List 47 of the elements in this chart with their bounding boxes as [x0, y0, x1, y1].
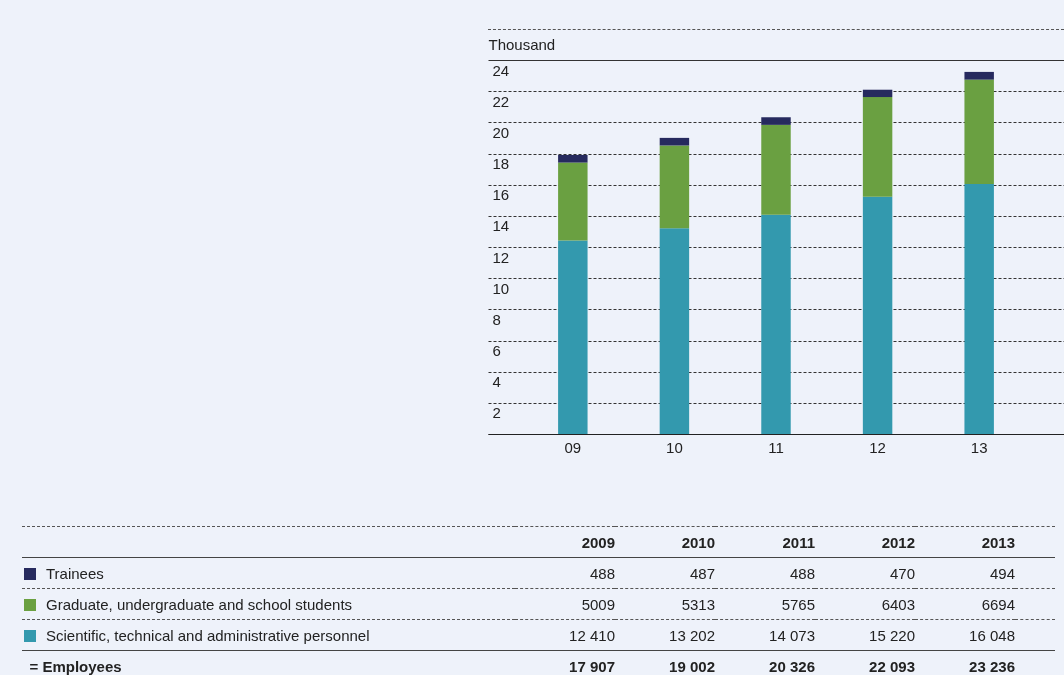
text: 488: [715, 557, 815, 589]
text: 19 002: [615, 650, 715, 675]
text: 488: [515, 557, 615, 589]
y-tick-label: 2: [492, 404, 501, 422]
y-tick-label: 4: [492, 373, 501, 391]
x-tick-label: 10: [666, 438, 683, 456]
y-axis-title: Thousand: [488, 35, 556, 53]
y-tick-label: 12: [492, 248, 510, 266]
text: 2009: [515, 526, 615, 558]
y-tick-label: 20: [492, 123, 510, 141]
text: 494: [915, 557, 1015, 589]
text: 23 236: [915, 650, 1015, 675]
text: 470: [815, 557, 915, 589]
text: = Employees: [22, 650, 515, 675]
y-tick-label: 16: [492, 186, 510, 204]
text: 13 202: [615, 619, 715, 651]
text: 2012: [815, 526, 915, 558]
text: 22 093: [815, 650, 915, 675]
text: 17 907: [515, 650, 615, 675]
y-tick-label: 24: [492, 61, 510, 79]
x-tick-label: 13: [970, 438, 988, 456]
legend-label: Graduate, undergraduate and school students: [45, 595, 353, 613]
text: 5765: [715, 588, 815, 620]
x-tick-label: 09: [564, 438, 582, 456]
y-tick-label: 22: [492, 92, 510, 110]
y-tick-label: 8: [492, 310, 501, 328]
y-tick-label: 14: [492, 217, 510, 235]
text: 5009: [515, 588, 615, 620]
text: 6403: [815, 588, 915, 620]
text: 487: [615, 557, 715, 589]
text: 5313: [615, 588, 715, 620]
text: 2010: [615, 526, 715, 558]
x-tick-label: 12: [869, 438, 886, 456]
y-tick-label: 10: [492, 279, 510, 297]
text: 2011: [715, 526, 815, 558]
text: 12 410: [515, 619, 615, 651]
y-tick-label: 18: [492, 155, 510, 172]
text: 2013: [915, 526, 1015, 558]
text: 15 220: [815, 619, 915, 651]
text: 14 073: [715, 619, 815, 651]
text: 16 048: [915, 619, 1015, 651]
legend-label: Scientific, technical and administrative personnel: [45, 626, 370, 644]
y-tick-label: 6: [492, 342, 501, 359]
text: 6694: [915, 588, 1015, 620]
legend-label: Trainees: [45, 564, 104, 582]
text: 20 326: [715, 650, 815, 675]
x-tick-label: 11: [768, 438, 784, 456]
